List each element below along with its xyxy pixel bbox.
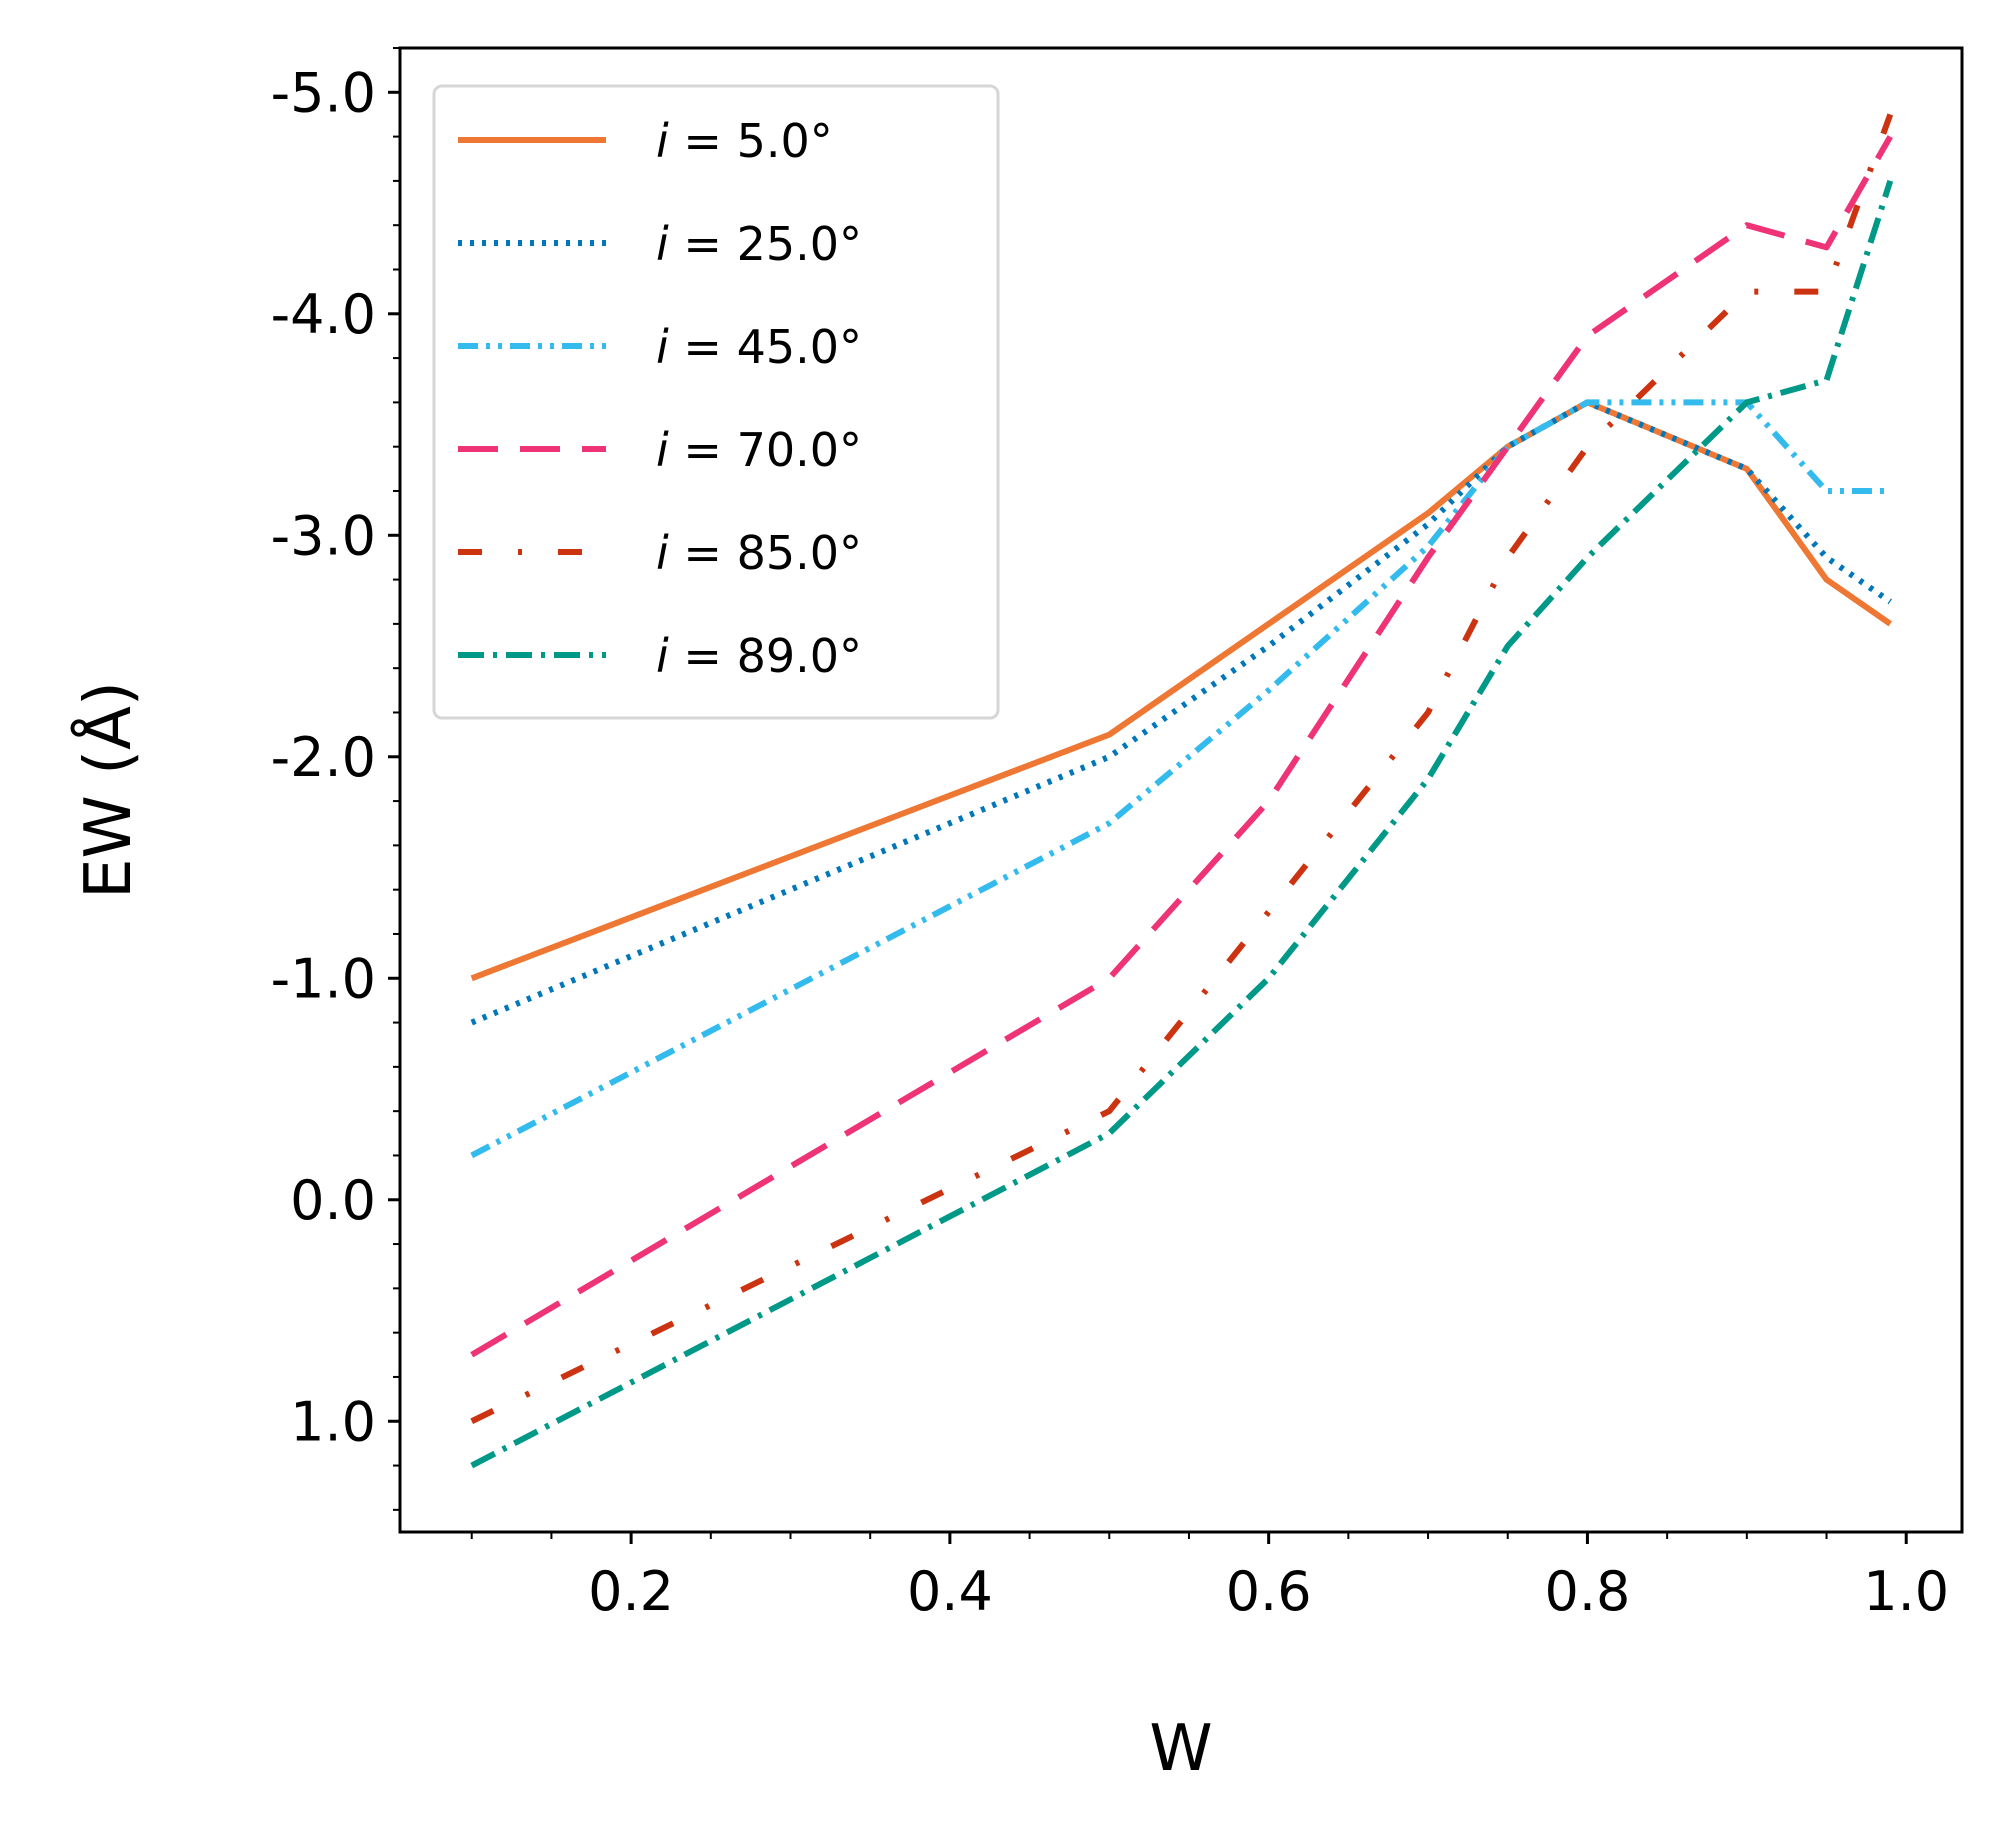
y-axis: 1.0 0.0 -1.0 -2.0 -3.0 -4.0 -5.0 [271, 47, 400, 1511]
legend-symbol: i [656, 629, 669, 683]
legend-value: = 89.0° [669, 629, 862, 683]
legend-entry-1: i = 5.0° [656, 114, 833, 168]
legend-box [432, 84, 1000, 720]
series-lines [470, 113, 1894, 1469]
legend-symbol: i [656, 114, 669, 168]
series-line-6 [470, 179, 1894, 1469]
x-axis: 0.2 0.4 0.6 0.8 1.0 [470, 1532, 1949, 1623]
legend-entry-4: i = 70.0° [656, 423, 862, 477]
y-axis-title: EW (Å) [70, 681, 146, 899]
legend-entry-6: i = 89.0° [656, 629, 862, 683]
x-tick-label: 0.2 [588, 1560, 674, 1623]
y-tick-label: -3.0 [271, 504, 376, 567]
series-line-3 [470, 399, 1891, 1159]
x-tick-label: 1.0 [1863, 1560, 1949, 1623]
x-tick-label: 0.8 [1544, 1560, 1630, 1623]
legend: i = 5.0°i = 25.0°i = 45.0°i = 70.0°i = 8… [432, 84, 1000, 720]
legend-symbol: i [656, 217, 669, 271]
y-tick-label: -2.0 [271, 726, 376, 789]
legend-value: = 85.0° [669, 526, 862, 580]
series-line-1 [470, 399, 1892, 982]
series-line-5 [470, 113, 1894, 1424]
x-tick-label: 0.4 [907, 1560, 993, 1623]
legend-value: = 25.0° [669, 217, 862, 271]
legend-value: = 45.0° [669, 320, 862, 374]
y-tick-label: -4.0 [271, 283, 376, 346]
x-axis-title: W [1149, 1712, 1212, 1786]
legend-entry-5: i = 85.0° [656, 526, 862, 580]
legend-symbol: i [656, 526, 669, 580]
series-line-4 [470, 135, 1893, 1358]
legend-entry-3: i = 45.0° [656, 320, 862, 374]
y-tick-label: -1.0 [271, 947, 376, 1010]
axes-frame [398, 46, 1964, 1534]
legend-symbol: i [656, 423, 669, 477]
legend-entry-2: i = 25.0° [656, 217, 862, 271]
x-tick-label: 0.6 [1226, 1560, 1312, 1623]
y-tick-label: 0.0 [290, 1169, 376, 1232]
series-line-2 [470, 399, 1892, 1026]
y-tick-label: 1.0 [290, 1390, 376, 1453]
legend-value: = 70.0° [669, 423, 862, 477]
y-tick-label: -5.0 [271, 61, 376, 124]
legend-value: = 5.0° [669, 114, 833, 168]
legend-symbol: i [656, 320, 669, 374]
